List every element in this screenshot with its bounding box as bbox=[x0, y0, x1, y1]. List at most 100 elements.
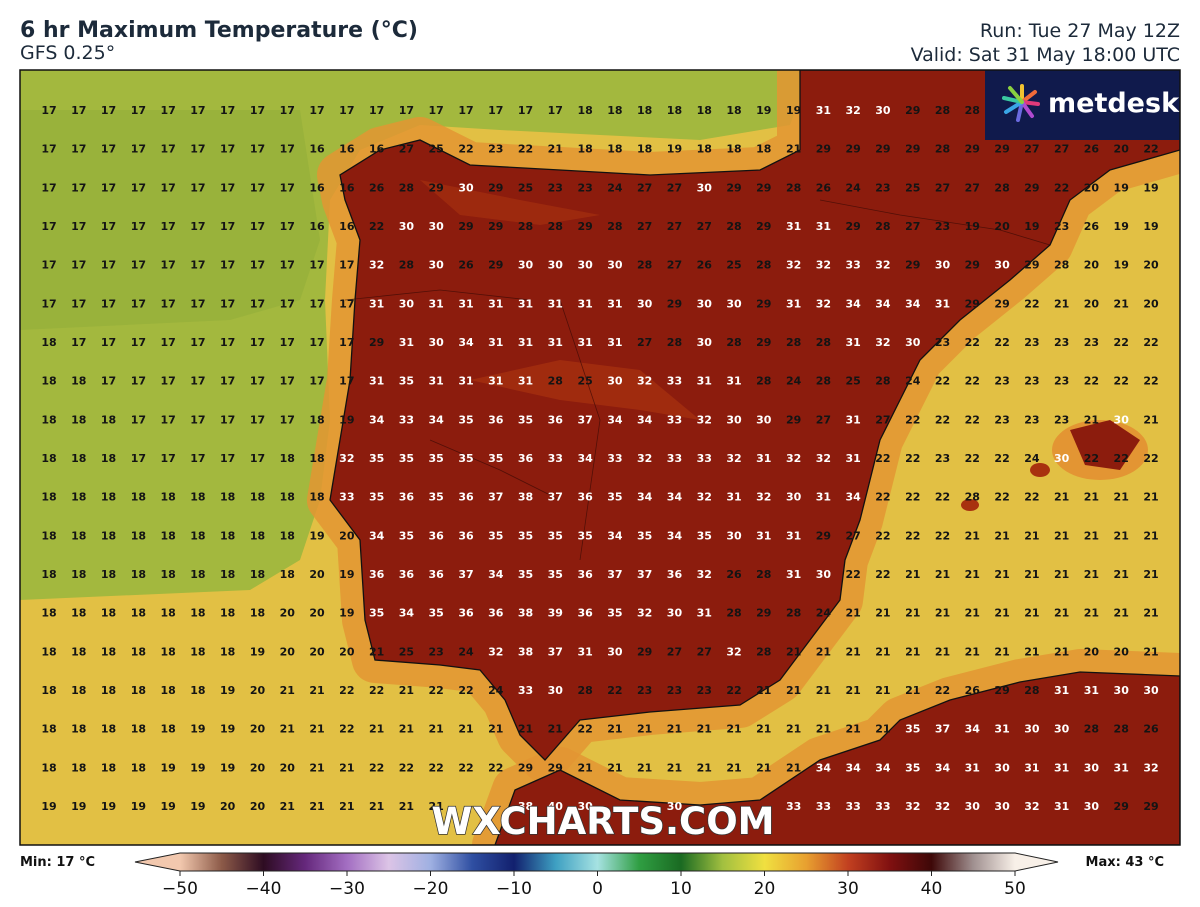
temperature-value: 23 bbox=[935, 220, 950, 233]
temperature-value: 18 bbox=[190, 607, 205, 620]
temperature-value: 21 bbox=[935, 645, 950, 658]
temperature-value: 32 bbox=[905, 800, 920, 813]
temperature-value: 36 bbox=[488, 607, 504, 620]
temperature-value: 32 bbox=[935, 800, 950, 813]
temperature-value: 17 bbox=[220, 413, 235, 426]
temperature-value: 21 bbox=[1024, 607, 1039, 620]
temperature-value: 22 bbox=[965, 413, 980, 426]
temperature-value: 29 bbox=[786, 413, 801, 426]
temperature-value: 34 bbox=[369, 413, 385, 426]
temperature-value: 35 bbox=[369, 607, 384, 620]
temperature-value: 20 bbox=[1143, 297, 1159, 310]
temperature-value: 31 bbox=[994, 723, 1009, 736]
temperature-value: 35 bbox=[637, 529, 652, 542]
temperature-value: 21 bbox=[697, 761, 712, 774]
temperature-value: 17 bbox=[548, 104, 563, 117]
temperature-value: 23 bbox=[1054, 336, 1069, 349]
temperature-value: 17 bbox=[71, 181, 86, 194]
temperature-value: 34 bbox=[607, 529, 623, 542]
temperature-value: 32 bbox=[1143, 761, 1158, 774]
temperature-value: 24 bbox=[607, 181, 623, 194]
temperature-value: 26 bbox=[726, 568, 742, 581]
temperature-value: 30 bbox=[756, 413, 772, 426]
temperature-value: 18 bbox=[131, 645, 146, 658]
colorbar-tick-label: 40 bbox=[921, 879, 943, 899]
temperature-value: 17 bbox=[71, 336, 86, 349]
temperature-value: 18 bbox=[41, 375, 56, 388]
temperature-value: 29 bbox=[846, 220, 861, 233]
temperature-value: 31 bbox=[1084, 684, 1099, 697]
temperature-value: 20 bbox=[339, 529, 355, 542]
temperature-value: 18 bbox=[71, 375, 86, 388]
temperature-value: 26 bbox=[965, 684, 981, 697]
temperature-value: 23 bbox=[548, 181, 563, 194]
temperature-value: 17 bbox=[101, 297, 116, 310]
temperature-value: 32 bbox=[756, 491, 771, 504]
temperature-value: 22 bbox=[965, 336, 980, 349]
temperature-value: 19 bbox=[309, 529, 324, 542]
temperature-value: 19 bbox=[1114, 220, 1129, 233]
temperature-value: 37 bbox=[548, 645, 563, 658]
temperature-value: 27 bbox=[697, 645, 712, 658]
temperature-value: 21 bbox=[1054, 607, 1069, 620]
temperature-value: 35 bbox=[697, 529, 712, 542]
temperature-value: 26 bbox=[816, 181, 832, 194]
temperature-value: 30 bbox=[1084, 761, 1100, 774]
temperature-value: 22 bbox=[994, 336, 1009, 349]
temperature-value: 28 bbox=[816, 375, 831, 388]
temperature-value: 21 bbox=[726, 723, 741, 736]
temperature-value: 35 bbox=[518, 413, 533, 426]
temperature-value: 18 bbox=[131, 761, 146, 774]
temperature-value: 18 bbox=[637, 104, 652, 117]
temperature-value: 17 bbox=[339, 297, 354, 310]
temperature-value: 21 bbox=[1084, 529, 1099, 542]
temperature-value: 18 bbox=[220, 645, 235, 658]
temperature-value: 31 bbox=[846, 413, 861, 426]
temperature-value: 17 bbox=[250, 181, 265, 194]
temperature-value: 16 bbox=[369, 143, 385, 156]
temperature-value: 17 bbox=[399, 104, 414, 117]
temperature-value: 29 bbox=[994, 297, 1009, 310]
temperature-value: 22 bbox=[935, 529, 950, 542]
temperature-value: 31 bbox=[369, 375, 384, 388]
temperature-value: 18 bbox=[280, 568, 295, 581]
temperature-value: 27 bbox=[935, 181, 950, 194]
temperature-value: 21 bbox=[1054, 645, 1069, 658]
temperature-value: 17 bbox=[160, 104, 175, 117]
temperature-value: 18 bbox=[577, 104, 592, 117]
temperature-value: 22 bbox=[875, 491, 890, 504]
temperature-value: 22 bbox=[905, 413, 920, 426]
temperature-value: 30 bbox=[786, 491, 802, 504]
temperature-value: 21 bbox=[1114, 529, 1129, 542]
temperature-value: 32 bbox=[339, 452, 354, 465]
temperature-value: 17 bbox=[101, 259, 116, 272]
temperature-value: 18 bbox=[101, 568, 116, 581]
temperature-value: 28 bbox=[756, 375, 771, 388]
temperature-value: 31 bbox=[458, 297, 473, 310]
temperature-value: 31 bbox=[726, 491, 741, 504]
temperature-value: 28 bbox=[935, 104, 950, 117]
temperature-value: 20 bbox=[1084, 181, 1100, 194]
temperature-value: 34 bbox=[488, 568, 504, 581]
temperature-value: 17 bbox=[71, 297, 86, 310]
temperature-value: 32 bbox=[697, 491, 712, 504]
temperature-value: 17 bbox=[190, 452, 205, 465]
temperature-value: 17 bbox=[131, 181, 146, 194]
temperature-value: 29 bbox=[726, 181, 741, 194]
temperature-value: 34 bbox=[846, 761, 862, 774]
temperature-value: 21 bbox=[369, 723, 384, 736]
temperature-value: 33 bbox=[846, 259, 861, 272]
temperature-value: 21 bbox=[429, 800, 444, 813]
temperature-value: 18 bbox=[309, 452, 324, 465]
temperature-value: 17 bbox=[160, 181, 175, 194]
temperature-value: 37 bbox=[607, 568, 622, 581]
temperature-value: 25 bbox=[905, 181, 920, 194]
temperature-value: 31 bbox=[488, 336, 503, 349]
temperature-value: 17 bbox=[339, 336, 354, 349]
temperature-value: 17 bbox=[220, 259, 235, 272]
temperature-value: 21 bbox=[1114, 568, 1129, 581]
temperature-value: 21 bbox=[1143, 413, 1158, 426]
temperature-value: 21 bbox=[875, 645, 890, 658]
temperature-value: 36 bbox=[458, 529, 474, 542]
temperature-value: 31 bbox=[697, 375, 712, 388]
